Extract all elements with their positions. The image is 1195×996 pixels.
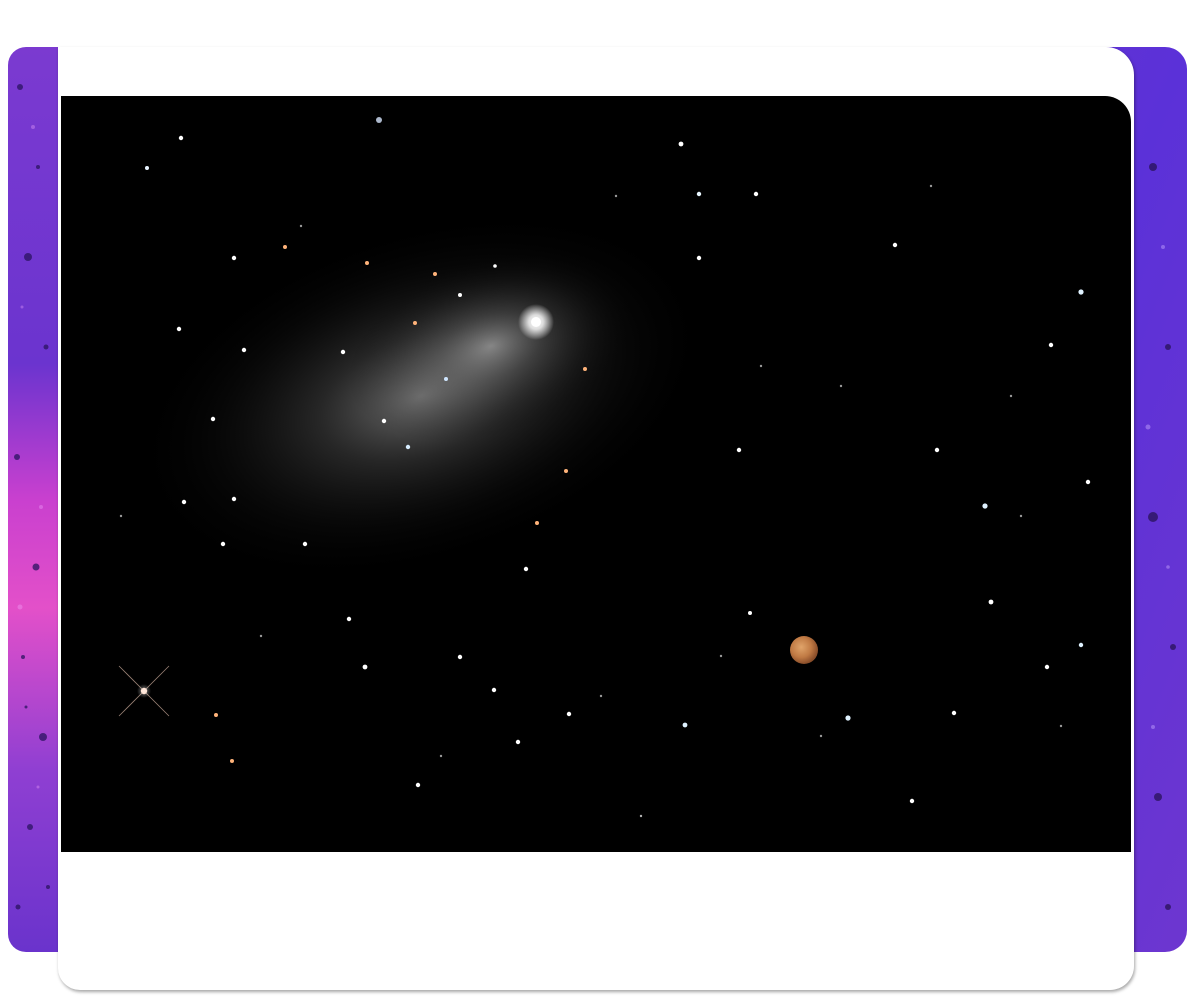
planet: [790, 636, 818, 664]
starfield-image: [118, 117, 1091, 818]
purple-backdrop-left: [8, 47, 58, 952]
stars: [119, 117, 1091, 818]
card-top-strip: [58, 47, 823, 96]
starfield-photo: [61, 96, 1131, 852]
comet: [130, 209, 712, 583]
